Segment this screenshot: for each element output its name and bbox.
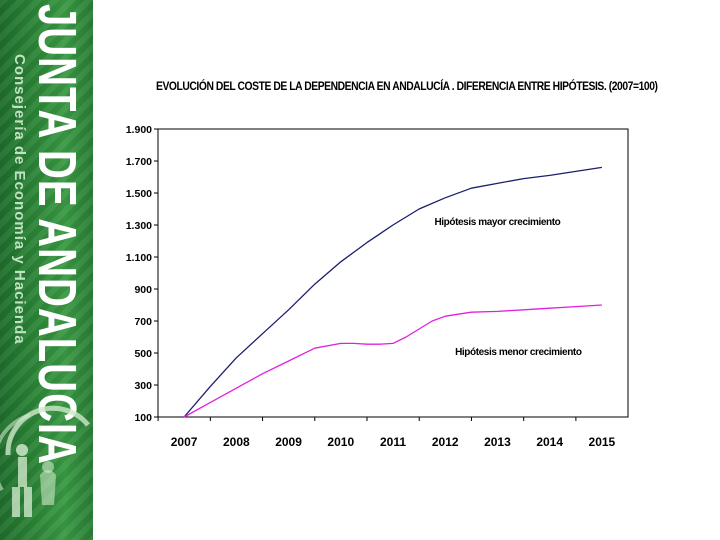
y-tick-label: 1.300 — [126, 220, 152, 232]
chart-title: EVOLUCIÓN DEL COSTE DE LA DEPENDENCIA EN… — [156, 79, 658, 93]
y-tick-label: 1.700 — [126, 156, 152, 168]
annotation-mayor-crecimiento: Hipótesis mayor crecimiento — [434, 217, 560, 228]
annotation-menor-crecimiento: Hipótesis menor crecimiento — [455, 347, 582, 358]
y-tick-label: 1.100 — [126, 252, 152, 264]
y-tick-label: 1.900 — [126, 124, 152, 136]
plot-area-frame — [157, 128, 629, 418]
y-tick-label: 500 — [134, 348, 152, 360]
branding-sidebar: JUNTA DE ANDALUCIA Consejería de Economí… — [0, 0, 93, 540]
y-tick-label: 300 — [134, 380, 152, 392]
y-tick-label: 100 — [134, 412, 152, 424]
x-tick-label: 2011 — [380, 435, 406, 449]
series-line-menor-crecimiento — [183, 304, 602, 418]
x-tick-label: 2012 — [432, 435, 459, 449]
series-line-mayor-crecimiento — [183, 166, 602, 418]
y-tick-label: 1.500 — [126, 188, 152, 200]
x-tick-label: 2013 — [484, 435, 511, 449]
x-tick-label: 2008 — [223, 435, 250, 449]
x-tick-label: 2014 — [536, 435, 563, 449]
x-tick-label: 2010 — [327, 435, 354, 449]
y-tick-label: 900 — [134, 284, 152, 296]
x-tick-label: 2015 — [589, 435, 616, 449]
x-tick-label: 2007 — [171, 435, 198, 449]
sidebar-texture — [0, 0, 93, 540]
x-tick-label: 2009 — [275, 435, 302, 449]
andalucia-coat-of-arms-icon — [0, 405, 90, 517]
y-tick-label: 700 — [134, 316, 152, 328]
